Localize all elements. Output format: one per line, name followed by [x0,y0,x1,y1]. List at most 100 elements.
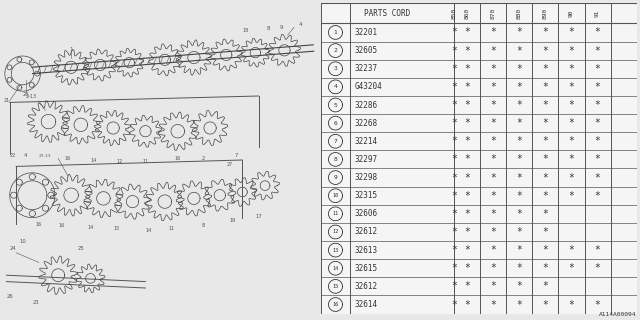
Text: 32268: 32268 [355,119,378,128]
Text: *: * [516,64,522,74]
Text: 32286: 32286 [355,100,378,109]
Text: *: * [542,82,548,92]
Text: 17: 17 [255,214,262,219]
Text: *: * [490,100,496,110]
Text: *: * [542,28,548,37]
Text: *: * [595,64,600,74]
Text: 4: 4 [333,84,337,89]
Text: *: * [451,209,457,219]
Text: *: * [542,118,548,128]
Text: *: * [595,300,600,309]
Text: *: * [451,191,457,201]
Text: 24: 24 [10,246,17,251]
Text: 32297: 32297 [355,155,378,164]
Text: 20: 20 [23,92,29,97]
Text: 32613: 32613 [355,246,378,255]
Text: 16: 16 [58,223,65,228]
Text: 32605: 32605 [355,46,378,55]
Text: 850: 850 [451,8,456,19]
Text: 14: 14 [91,157,97,163]
Text: 32315: 32315 [355,191,378,200]
Text: *: * [490,172,496,182]
Text: 22: 22 [10,153,16,158]
Text: *: * [464,281,470,292]
Text: 880: 880 [516,8,522,19]
Text: *: * [464,300,470,309]
Text: 32612: 32612 [355,282,378,291]
Text: 90: 90 [569,10,574,17]
Text: 7: 7 [333,139,337,144]
Text: *: * [595,155,600,164]
Text: *: * [516,100,522,110]
Text: *: * [464,64,470,74]
Text: *: * [490,45,496,56]
Text: 14: 14 [145,228,152,233]
Text: 11: 11 [142,159,148,164]
Text: *: * [568,136,574,146]
Text: *: * [595,136,600,146]
Text: *: * [464,82,470,92]
Text: 16: 16 [332,302,339,307]
Text: 32614: 32614 [355,300,378,309]
Text: *: * [464,191,470,201]
Text: *: * [464,28,470,37]
Text: 4: 4 [299,21,302,27]
Text: 14: 14 [332,266,339,271]
Text: *: * [490,209,496,219]
Text: *: * [542,45,548,56]
Text: *: * [451,118,457,128]
Text: 32237: 32237 [355,64,378,73]
Text: *: * [568,82,574,92]
Text: 27-13: 27-13 [39,154,51,158]
Text: *: * [451,82,457,92]
Text: *: * [490,191,496,201]
Text: *: * [542,300,548,309]
Text: *: * [451,227,457,237]
Text: *: * [595,245,600,255]
Text: *: * [516,191,522,201]
Text: 8: 8 [202,223,205,228]
Text: 27: 27 [227,162,232,167]
Text: *: * [464,136,470,146]
Text: *: * [568,28,574,37]
Text: 11: 11 [168,227,175,231]
Text: 3: 3 [333,66,337,71]
Text: 91: 91 [595,10,600,17]
Text: 12: 12 [116,159,123,164]
Text: G43204: G43204 [355,82,382,92]
Text: 12: 12 [332,229,339,235]
Text: 15: 15 [332,284,339,289]
Text: 2: 2 [202,156,205,161]
Text: 15: 15 [113,227,120,231]
Text: 10: 10 [332,193,339,198]
Text: *: * [568,191,574,201]
Text: *: * [516,245,522,255]
Text: *: * [490,245,496,255]
Text: *: * [451,245,457,255]
Text: *: * [451,28,457,37]
Text: 890: 890 [543,8,548,19]
Text: *: * [542,191,548,201]
Text: *: * [542,281,548,292]
Text: *: * [516,227,522,237]
Text: 870: 870 [490,8,495,19]
Text: *: * [542,155,548,164]
Text: *: * [451,100,457,110]
Text: *: * [516,281,522,292]
Text: *: * [568,155,574,164]
Text: *: * [464,118,470,128]
Text: 2: 2 [333,48,337,53]
Text: *: * [451,281,457,292]
Text: *: * [542,136,548,146]
Text: *: * [542,245,548,255]
Text: 19: 19 [230,218,236,223]
Text: *: * [516,82,522,92]
Text: *: * [542,100,548,110]
Text: *: * [595,118,600,128]
Text: *: * [451,155,457,164]
Text: *: * [595,28,600,37]
Text: 16: 16 [65,156,71,161]
Text: 8: 8 [266,26,270,31]
Text: *: * [568,45,574,56]
Text: *: * [464,209,470,219]
